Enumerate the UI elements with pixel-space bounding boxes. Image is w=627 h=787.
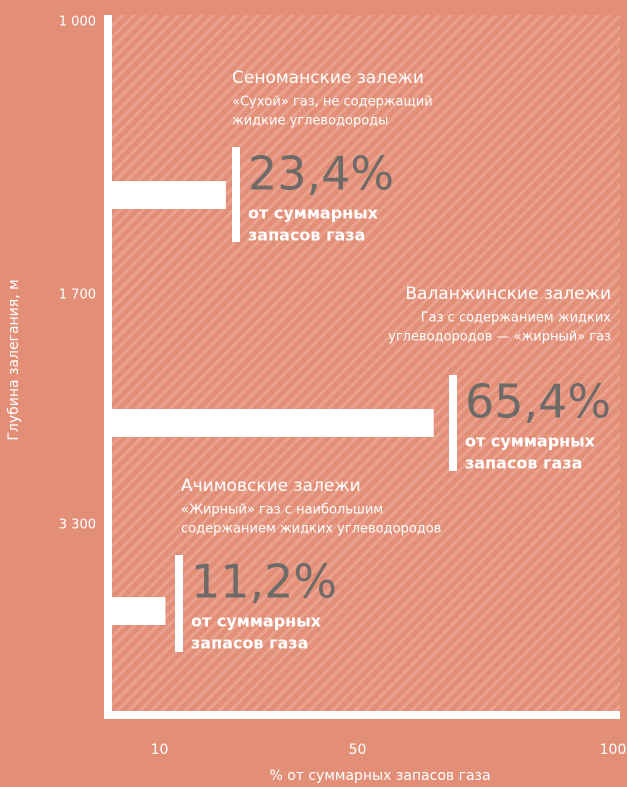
value-note: запасов газа	[191, 634, 308, 653]
value-note: запасов газа	[465, 454, 582, 473]
group-description: Газ с содержанием жидких	[421, 311, 612, 326]
x-axis-label: % от суммарных запасов газа	[269, 768, 490, 784]
value-note: запасов газа	[248, 226, 365, 245]
group-title: Ачимовские залежи	[181, 476, 361, 496]
y-tick-label: 3 300	[59, 518, 96, 533]
value-label: 11,2%	[191, 555, 337, 609]
group-description: «Жирный» газ с наибольшим	[181, 503, 383, 518]
group-title: Сеноманские залежи	[232, 68, 424, 88]
bar	[110, 181, 226, 209]
y-tick-label: 1 700	[59, 288, 96, 303]
separator	[232, 147, 240, 242]
y-axis-label: Глубина залегания, м	[6, 279, 22, 440]
bar	[110, 409, 434, 437]
group-title: Валанжинские залежи	[405, 284, 611, 304]
separator	[175, 555, 183, 652]
value-label: 23,4%	[248, 147, 394, 201]
value-note: от суммарных	[191, 612, 322, 631]
value-label: 65,4%	[465, 375, 611, 429]
x-tick-label: 100	[600, 742, 627, 758]
x-tick-label: 10	[151, 742, 169, 758]
separator	[449, 375, 457, 471]
group-description: углеводородов — «жирный» газ	[388, 330, 611, 345]
value-note: от суммарных	[465, 432, 596, 451]
y-tick-label: 1 000	[59, 15, 96, 30]
x-tick-label: 50	[349, 742, 367, 758]
bar	[110, 597, 166, 625]
x-axis	[104, 711, 620, 719]
plot-area	[112, 15, 620, 712]
group-description: содержанием жидких углеводородов	[181, 522, 441, 537]
group-description: жидкие углеводороды	[232, 114, 388, 129]
group-description: «Сухой» газ, не содержащий	[232, 95, 433, 110]
value-note: от суммарных	[248, 204, 379, 223]
y-axis	[104, 15, 112, 719]
